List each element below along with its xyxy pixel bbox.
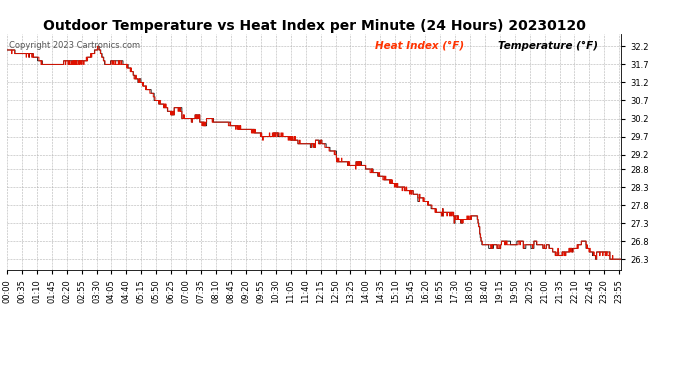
Text: Heat Index (°F): Heat Index (°F) bbox=[375, 41, 464, 51]
Text: Copyright 2023 Cartronics.com: Copyright 2023 Cartronics.com bbox=[9, 41, 140, 50]
Text: Temperature (°F): Temperature (°F) bbox=[498, 41, 598, 51]
Title: Outdoor Temperature vs Heat Index per Minute (24 Hours) 20230120: Outdoor Temperature vs Heat Index per Mi… bbox=[43, 19, 585, 33]
